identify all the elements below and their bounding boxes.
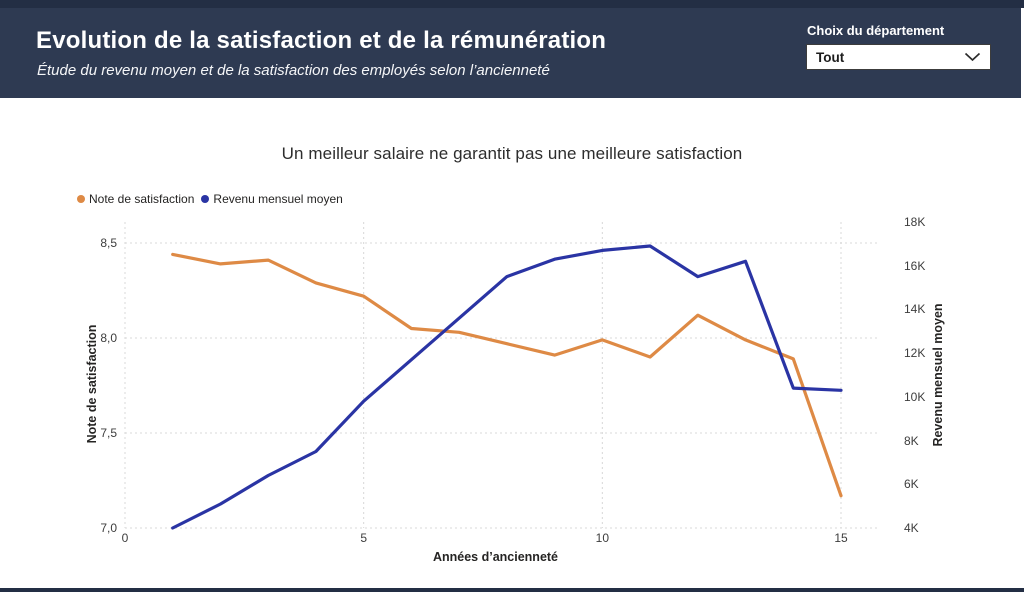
department-filter-label: Choix du département [807, 23, 945, 38]
right-axis-tick: 10K [904, 389, 926, 404]
satisfaction-line[interactable] [171, 252, 843, 498]
right-axis-tick: 16K [904, 258, 926, 273]
x-axis-title: Années d’ancienneté [432, 550, 559, 564]
x-axis-tick: 15 [834, 531, 848, 545]
right-axis-tick: 12K [904, 346, 926, 361]
x-axis-tick: 0 [121, 531, 129, 545]
legend-label: Revenu mensuel moyen [213, 192, 343, 206]
chart-title: Un meilleur salaire ne garantit pas une … [281, 144, 743, 163]
right-axis-tick: 8K [904, 433, 919, 448]
right-axis-tick: 6K [904, 477, 919, 492]
legend: Note de satisfaction Revenu mensuel moye… [77, 192, 350, 206]
chevron-down-icon[interactable] [964, 52, 981, 62]
bottom-edge-strip [0, 588, 1024, 592]
left-axis-tick: 8,5 [100, 236, 117, 250]
x-axis-tick: 5 [360, 531, 367, 545]
page-title: Evolution de la satisfaction et de la ré… [36, 27, 607, 54]
satisfaction-legend-dot-icon [77, 195, 85, 203]
department-dropdown[interactable]: Tout [806, 44, 991, 70]
legend-label: Note de satisfaction [89, 192, 195, 206]
revenue-legend-dot-icon [201, 195, 210, 203]
right-axis-tick: 4K [904, 521, 919, 535]
header: Evolution de la satisfaction et de la ré… [0, 8, 1021, 98]
legend-item-revenue[interactable]: Revenu mensuel moyen [201, 192, 343, 206]
left-axis-tick: 8,0 [100, 331, 117, 345]
left-axis-tick: 7,5 [100, 426, 117, 440]
right-axis-tick: 18K [904, 215, 926, 229]
top-edge-strip [0, 0, 1024, 8]
right-axis-title: Revenu mensuel moyen [931, 303, 945, 447]
legend-item-satisfaction[interactable]: Note de satisfaction [77, 192, 194, 206]
page-subtitle: Étude du revenu moyen et de la satisfact… [37, 62, 550, 79]
revenue-line[interactable] [171, 244, 843, 530]
department-dropdown-value: Tout [816, 49, 845, 65]
left-axis-tick: 7,0 [100, 521, 117, 535]
left-axis-title: Note de satisfaction [85, 324, 99, 444]
right-axis-tick: 14K [904, 302, 926, 317]
x-axis-tick: 10 [595, 531, 609, 545]
